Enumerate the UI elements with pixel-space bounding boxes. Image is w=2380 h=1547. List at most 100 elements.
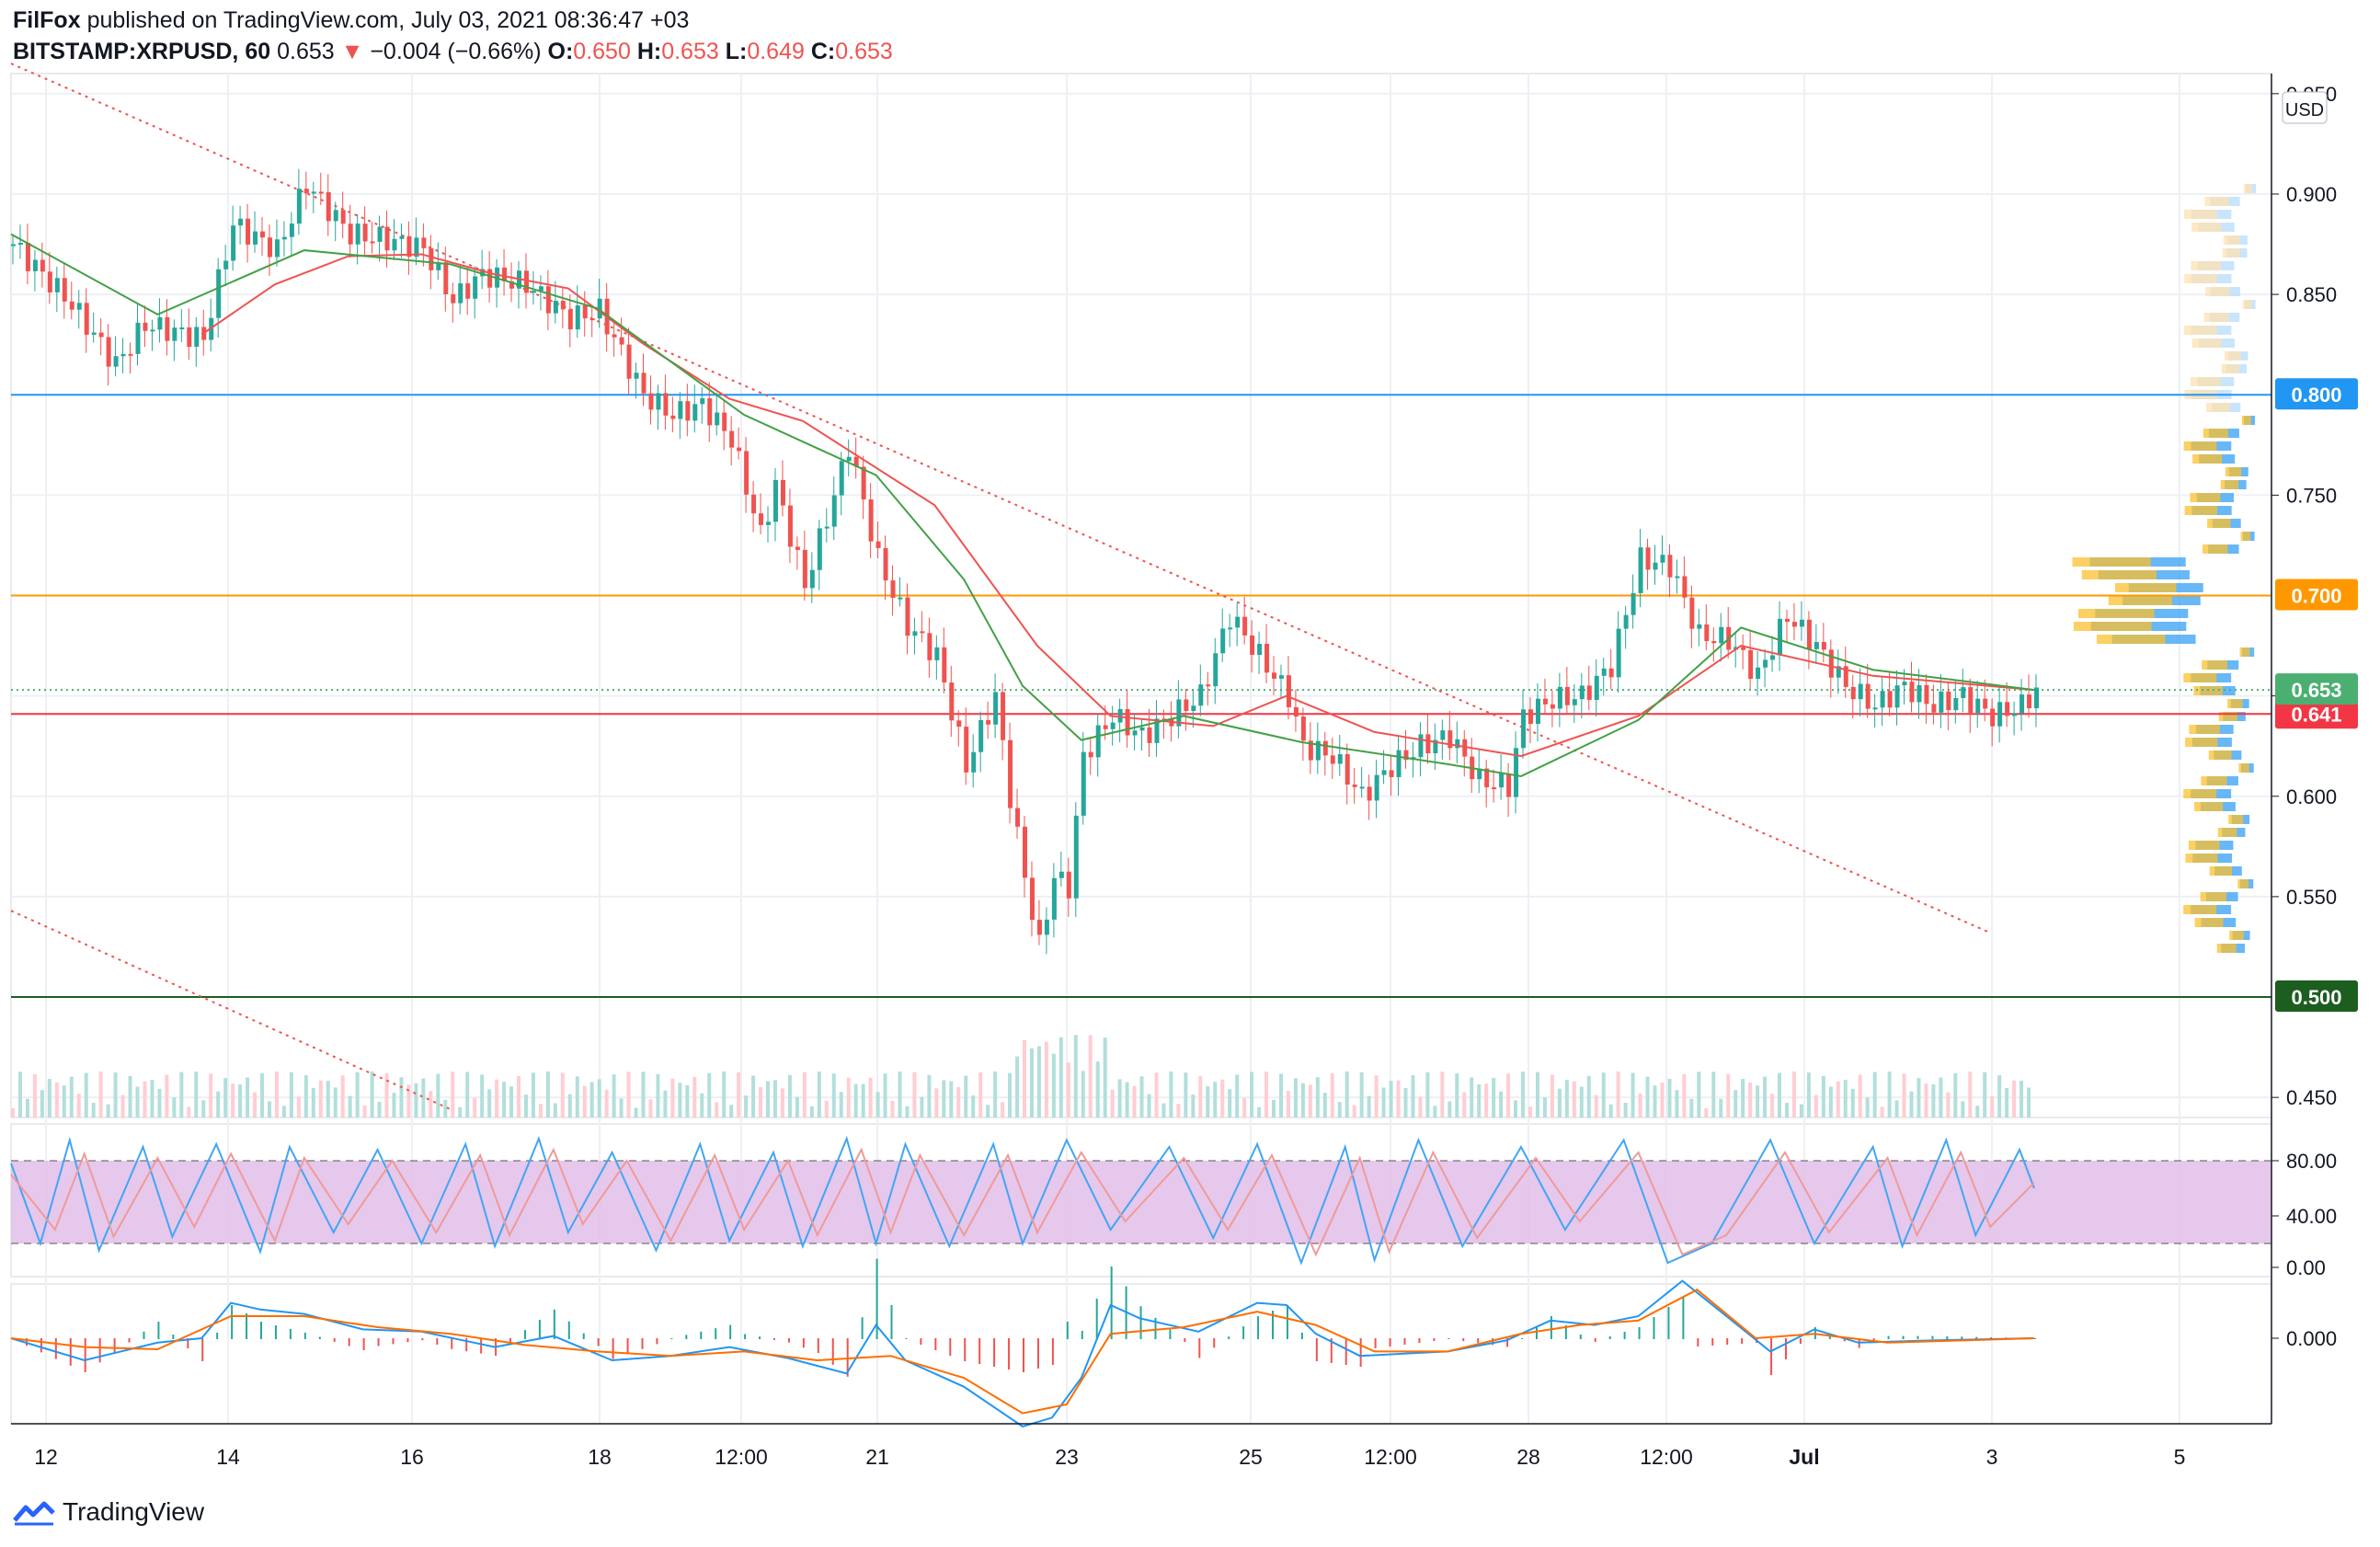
y-tick-label: 0.550	[2286, 886, 2337, 909]
macd-histogram-bar	[98, 1338, 101, 1363]
volume-bar	[318, 1080, 323, 1117]
volume-profile-down-bar	[2183, 905, 2217, 914]
volume-bar	[545, 1071, 550, 1117]
volume-bar	[1191, 1094, 1196, 1117]
candle-body	[165, 316, 170, 341]
volume-bar	[495, 1079, 499, 1117]
x-tick-label: 16	[400, 1445, 424, 1469]
volume-bar	[1308, 1084, 1312, 1117]
candle-body	[106, 337, 111, 367]
candle-body	[1645, 547, 1651, 570]
volume-bar	[1278, 1073, 1283, 1117]
volume-bar	[986, 1105, 990, 1117]
candle-body	[502, 267, 508, 281]
candle-body	[1791, 622, 1797, 627]
volume-bar	[1411, 1075, 1415, 1117]
volume-bar	[157, 1088, 162, 1117]
candle-body	[274, 239, 280, 258]
volume-bar	[1154, 1072, 1159, 1117]
macd-histogram-bar	[861, 1317, 864, 1339]
candle-body	[553, 301, 558, 314]
ma-green-line	[10, 233, 2035, 777]
macd-histogram-bar	[216, 1333, 219, 1339]
volume-profile-down-bar	[2194, 802, 2224, 811]
volume-bar	[209, 1073, 213, 1117]
x-tick-label: 12:00	[715, 1445, 768, 1469]
x-tick-label: Jul	[1789, 1445, 1819, 1469]
candle-body	[538, 286, 544, 292]
macd-signal-line	[10, 1289, 2035, 1415]
macd-histogram-bar	[362, 1338, 365, 1350]
level-price-label: 0.641	[2291, 703, 2341, 726]
candle-body	[40, 259, 45, 272]
volume-bar	[1704, 1107, 1709, 1117]
candle-body	[1278, 675, 1284, 679]
macd-histogram-bar	[905, 1338, 908, 1339]
volume-bar	[1293, 1078, 1298, 1117]
volume-bar	[1770, 1094, 1775, 1117]
volume-bar	[1103, 1037, 1107, 1117]
x-tick-label: 25	[1239, 1445, 1263, 1469]
volume-bar	[1139, 1076, 1144, 1117]
macd-histogram-bar	[318, 1336, 321, 1339]
level-price-tag	[2275, 980, 2358, 1013]
macd-histogram-bar	[1359, 1338, 1362, 1367]
macd-histogram-bar	[1623, 1332, 1626, 1339]
volume-profile-down-bar	[2183, 789, 2217, 798]
macd-histogram-bar	[1081, 1331, 1083, 1339]
candle-body	[656, 393, 661, 410]
volume-bar	[531, 1072, 535, 1117]
candle-body	[303, 189, 309, 194]
candle-body	[1983, 698, 1988, 709]
macd-histogram-bar	[1784, 1338, 1787, 1359]
volume-bar	[853, 1083, 858, 1117]
candle-body	[1799, 619, 1804, 627]
candle-body	[1191, 705, 1196, 712]
volume-bar	[458, 1106, 463, 1117]
symbol-label[interactable]: BITSTAMP:XRPUSD, 60	[13, 39, 271, 64]
volume-bar	[1447, 1101, 1452, 1117]
candle-body	[692, 404, 698, 421]
candle-body	[32, 259, 38, 271]
candle-body	[1154, 718, 1160, 743]
tradingview-brand[interactable]: TradingView	[13, 1497, 204, 1527]
candle-body	[986, 719, 991, 725]
volume-bar	[1132, 1085, 1137, 1117]
publisher-name[interactable]: FilFox	[13, 7, 81, 33]
volume-bar	[766, 1081, 771, 1117]
volume-bar	[370, 1071, 374, 1117]
volume-bar	[502, 1082, 507, 1117]
level-price-tag	[2275, 697, 2358, 729]
candle-body	[1711, 640, 1717, 644]
macd-histogram-bar	[377, 1338, 380, 1346]
candle-body	[1506, 774, 1512, 797]
candle-body	[1697, 624, 1702, 629]
volume-bar	[487, 1089, 492, 1117]
candle-body	[1257, 643, 1263, 655]
candle-body	[868, 498, 874, 542]
candle-body	[846, 456, 852, 462]
candle-body	[1872, 707, 1878, 710]
volume-bar	[1110, 1089, 1115, 1117]
macd-histogram-bar	[817, 1338, 819, 1353]
candle-body	[443, 262, 449, 294]
macd-histogram-bar	[54, 1338, 57, 1359]
volume-bar	[84, 1072, 88, 1117]
volume-bar	[69, 1076, 74, 1117]
x-tick-label: 23	[1055, 1445, 1079, 1469]
volume-profile-down-bar	[2200, 892, 2226, 901]
volume-bar	[1909, 1091, 1914, 1117]
candle-body	[545, 286, 551, 314]
candle-body	[1367, 786, 1372, 801]
macd-histogram-bar	[1843, 1338, 1846, 1342]
last-price-tag	[2275, 673, 2358, 705]
macd-histogram-bar	[523, 1330, 526, 1339]
volume-bar	[1381, 1087, 1386, 1117]
candle-body	[890, 580, 896, 599]
volume-bar	[1352, 1105, 1356, 1117]
macd-histogram-bar	[1902, 1335, 1905, 1339]
volume-profile-down-bar	[2188, 841, 2220, 850]
volume-bar	[567, 1094, 572, 1117]
candle-body	[194, 327, 200, 348]
